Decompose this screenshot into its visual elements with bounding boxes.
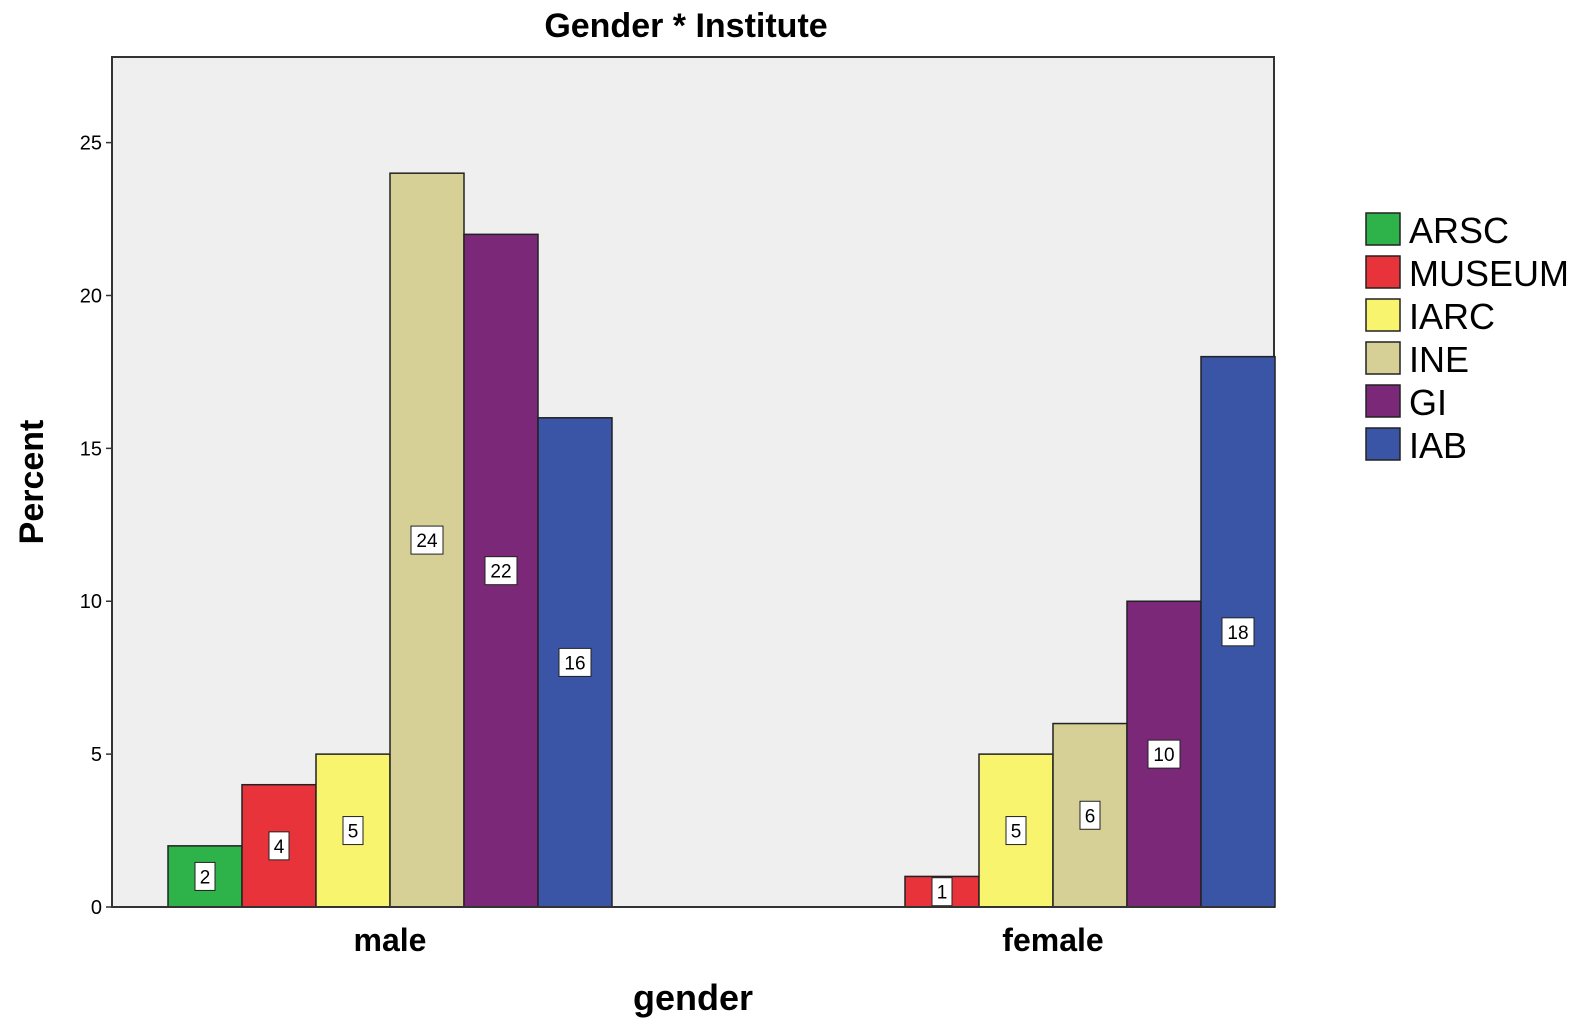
data-label-box [1005, 816, 1027, 846]
data-label: 16 [564, 653, 585, 674]
y-axis-label: Percent [13, 420, 51, 545]
y-tick-label: 20 [80, 285, 102, 307]
data-label: 1 [937, 883, 948, 904]
legend-label-ine: INE [1409, 339, 1469, 380]
y-tick-label: 15 [80, 438, 102, 460]
data-label: 4 [274, 837, 285, 858]
data-label-box [1079, 800, 1101, 830]
data-label-box [931, 877, 953, 907]
legend-label-iarc: IARC [1409, 296, 1495, 337]
data-label: 6 [1085, 806, 1096, 827]
x-axis: male female [354, 922, 1104, 958]
data-label: 22 [490, 562, 511, 583]
legend-swatch-gi [1365, 384, 1401, 418]
data-label-box [484, 556, 518, 586]
y-tick-label: 5 [91, 744, 102, 766]
legend-label-museum: MUSEUM [1409, 253, 1569, 294]
y-tick-label: 25 [80, 133, 102, 155]
data-label: 18 [1227, 623, 1248, 644]
data-label-box [410, 525, 444, 555]
y-tick-label: 0 [91, 897, 102, 919]
legend-label-iab: IAB [1409, 425, 1467, 466]
data-label-box [1147, 739, 1181, 769]
data-label-box [194, 861, 216, 891]
legend-swatch-iab [1365, 427, 1401, 461]
legend-swatch-iarc [1365, 298, 1401, 332]
legend-swatch-arsc [1365, 212, 1401, 246]
legend-label-gi: GI [1409, 382, 1447, 423]
y-axis: 0 5 10 15 20 25 [80, 133, 112, 919]
data-label: 5 [1011, 822, 1022, 843]
data-label: 24 [416, 531, 438, 552]
x-axis-label: gender [633, 977, 753, 1018]
data-label-box [1221, 617, 1255, 647]
x-category-label: male [354, 922, 427, 958]
data-label: 2 [200, 867, 211, 888]
data-label: 10 [1153, 745, 1174, 766]
data-label-box [342, 816, 364, 846]
legend-swatch-museum [1365, 255, 1401, 289]
legend-swatch-ine [1365, 341, 1401, 375]
data-label: 5 [348, 822, 359, 843]
data-label-box [558, 647, 592, 677]
chart-title: Gender * Institute [544, 7, 827, 45]
data-label-box [268, 831, 290, 861]
x-category-label: female [1002, 922, 1103, 958]
y-tick-label: 10 [80, 591, 102, 613]
legend-label-arsc: ARSC [1409, 210, 1509, 251]
